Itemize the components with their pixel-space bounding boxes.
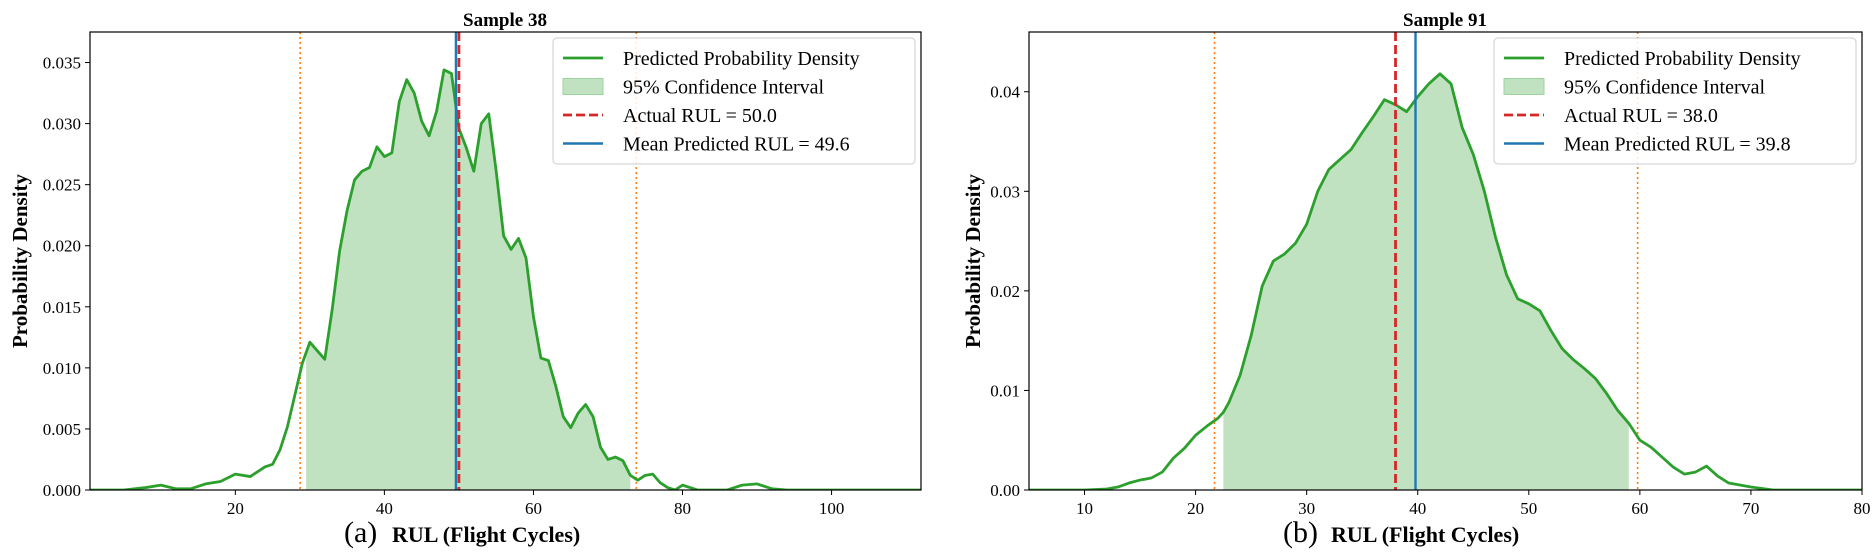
x-tick-label: 30 <box>1298 499 1315 518</box>
x-tick-label: 100 <box>819 499 845 518</box>
axes-frame <box>89 31 922 491</box>
y-tick-label: 0.00 <box>990 481 1020 500</box>
panel-label: (a) <box>344 516 377 549</box>
legend: Predicted Probability Density 95% Confide… <box>552 37 916 165</box>
legend-ci-swatch <box>562 78 604 95</box>
legend-label: Actual RUL = 50.0 <box>623 105 777 127</box>
plot-area <box>1029 32 1862 490</box>
x-tick-label: 40 <box>376 499 393 518</box>
chart-panel-2: 10 20 30 40 50 60 70 80 0.00 0.01 0.02 0.03 0.04 Samp… <box>961 10 1871 549</box>
legend-label: 95% Confidence Interval <box>623 77 824 99</box>
y-axis-label: Probability Density <box>8 173 32 348</box>
x-tick-label: 70 <box>1742 499 1759 518</box>
y-tick-label: 0.03 <box>990 182 1020 201</box>
chart-title: Sample 38 <box>463 10 547 31</box>
x-tick-label: 80 <box>1854 499 1871 518</box>
x-axis-label: RUL (Flight Cycles) <box>1331 522 1519 547</box>
chart-panel-1: 20 40 60 80 100 0.000 0.005 0.010 0.015 0.020 0.02… <box>8 10 922 549</box>
x-tick-label: 50 <box>1520 499 1537 518</box>
y-tick-label: 0.020 <box>43 237 81 256</box>
y-tick-label: 0.035 <box>43 54 81 73</box>
panel-label: (b) <box>1283 516 1318 549</box>
y-tick-label: 0.010 <box>43 359 81 378</box>
y-axis-label: Probability Density <box>961 173 985 348</box>
y-tick-label: 0.04 <box>990 83 1020 102</box>
y-tick-label: 0.000 <box>43 481 81 500</box>
y-tick-label: 0.030 <box>43 115 81 134</box>
legend: Predicted Probability Density 95% Confide… <box>1493 37 1857 165</box>
x-tick-label: 20 <box>1187 499 1204 518</box>
legend-label: Mean Predicted RUL = 39.8 <box>1564 134 1791 156</box>
density-line <box>1029 72 1862 490</box>
legend-box <box>552 37 916 165</box>
legend-label: Mean Predicted RUL = 49.6 <box>623 134 850 156</box>
x-tick-label: 60 <box>525 499 542 518</box>
density-line <box>90 68 921 490</box>
x-tick-label: 10 <box>1076 499 1093 518</box>
y-tick-label: 0.02 <box>990 282 1020 301</box>
legend-label: Predicted Probability Density <box>623 48 860 70</box>
legend-ci-swatch <box>1503 78 1545 95</box>
y-tick-label: 0.015 <box>43 298 81 317</box>
legend-label: 95% Confidence Interval <box>1564 77 1765 99</box>
x-axis-label: RUL (Flight Cycles) <box>392 522 580 547</box>
legend-box <box>1493 37 1857 165</box>
y-tick-label: 0.025 <box>43 176 81 195</box>
x-tick-label: 60 <box>1631 499 1648 518</box>
x-tick-label: 40 <box>1409 499 1426 518</box>
legend-label: Actual RUL = 38.0 <box>1564 105 1718 127</box>
y-tick-label: 0.005 <box>43 420 81 439</box>
chart-title: Sample 91 <box>1403 10 1487 31</box>
ci-area <box>306 69 631 490</box>
x-tick-label: 80 <box>674 499 691 518</box>
legend-label: Predicted Probability Density <box>1564 48 1801 70</box>
y-tick-label: 0.01 <box>990 381 1020 400</box>
x-tick-label: 20 <box>227 499 244 518</box>
axes-frame <box>1028 31 1863 491</box>
